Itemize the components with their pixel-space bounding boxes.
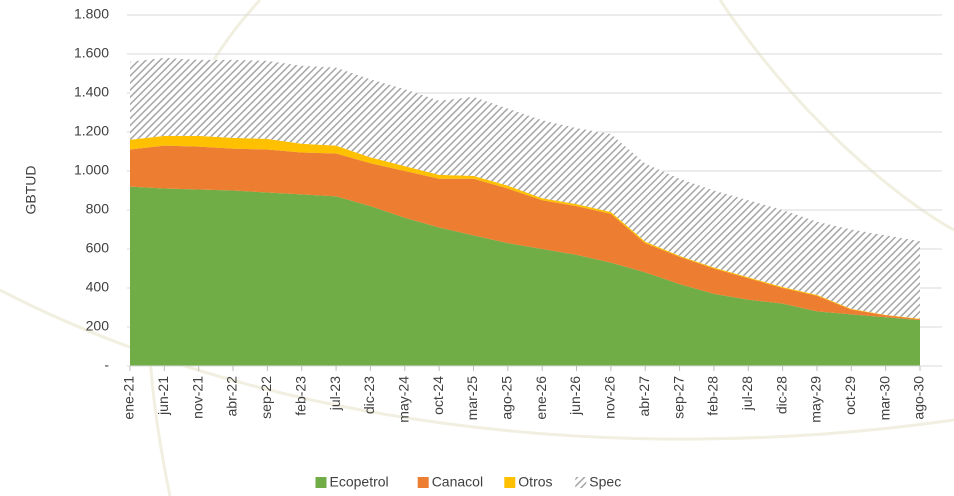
x-tick-label: oct-24	[430, 376, 446, 415]
x-tick-label: sep-27	[670, 376, 686, 419]
y-tick-label: 1.600	[74, 45, 109, 61]
x-tick-label: dic-28	[773, 376, 789, 414]
x-tick-label: nov-26	[602, 376, 618, 419]
y-tick-label: 1.200	[74, 123, 109, 139]
legend-swatch	[417, 477, 429, 488]
y-tick-label: 1.800	[74, 6, 109, 22]
y-tick-label: 800	[86, 201, 110, 217]
area	[130, 186, 920, 366]
x-tick-label: feb-23	[292, 376, 308, 416]
x-tick-label: jun-26	[567, 376, 583, 416]
legend-label: Otros	[518, 474, 552, 490]
legend-swatch	[575, 477, 587, 488]
y-tick-label: -	[104, 357, 109, 373]
area	[130, 57, 920, 319]
x-tick-label: ene-26	[533, 376, 549, 420]
y-tick-label: 400	[86, 279, 110, 295]
y-tick-label: 1.000	[74, 162, 109, 178]
x-tick-label: ene-21	[121, 376, 137, 420]
x-tick-label: ago-30	[911, 376, 927, 420]
x-tick-label: feb-28	[705, 376, 721, 416]
x-tick-label: jun-21	[155, 376, 171, 416]
x-tick-label: mar-30	[876, 376, 892, 421]
area	[130, 145, 920, 321]
x-tick-label: jul-23	[327, 376, 343, 411]
y-axis-label: GBTUD	[23, 166, 39, 215]
x-tick-label: sep-22	[258, 376, 274, 419]
x-tick-label: jul-28	[739, 376, 755, 411]
x-tick-label: may-29	[808, 376, 824, 423]
legend-swatch	[315, 477, 327, 488]
y-tick-label: 1.400	[74, 84, 109, 100]
x-tick-label: abr-22	[224, 376, 240, 417]
x-tick-label: dic-23	[361, 376, 377, 414]
x-tick-label: mar-25	[464, 376, 480, 421]
x-tick-label: oct-29	[842, 376, 858, 415]
legend-label: Canacol	[432, 474, 483, 490]
legend-label: Spec	[589, 474, 621, 490]
y-tick-label: 600	[86, 240, 110, 256]
legend-swatch	[504, 477, 516, 488]
x-tick-label: ago-25	[499, 376, 515, 420]
legend: Ecopetrol Canacol Otros Spec	[315, 474, 621, 490]
x-tick-label: abr-27	[636, 376, 652, 417]
legend-label: Ecopetrol	[330, 474, 389, 490]
x-tick-label: nov-21	[189, 376, 205, 419]
x-tick-label: may-24	[395, 376, 411, 423]
y-tick-label: 200	[86, 318, 110, 334]
